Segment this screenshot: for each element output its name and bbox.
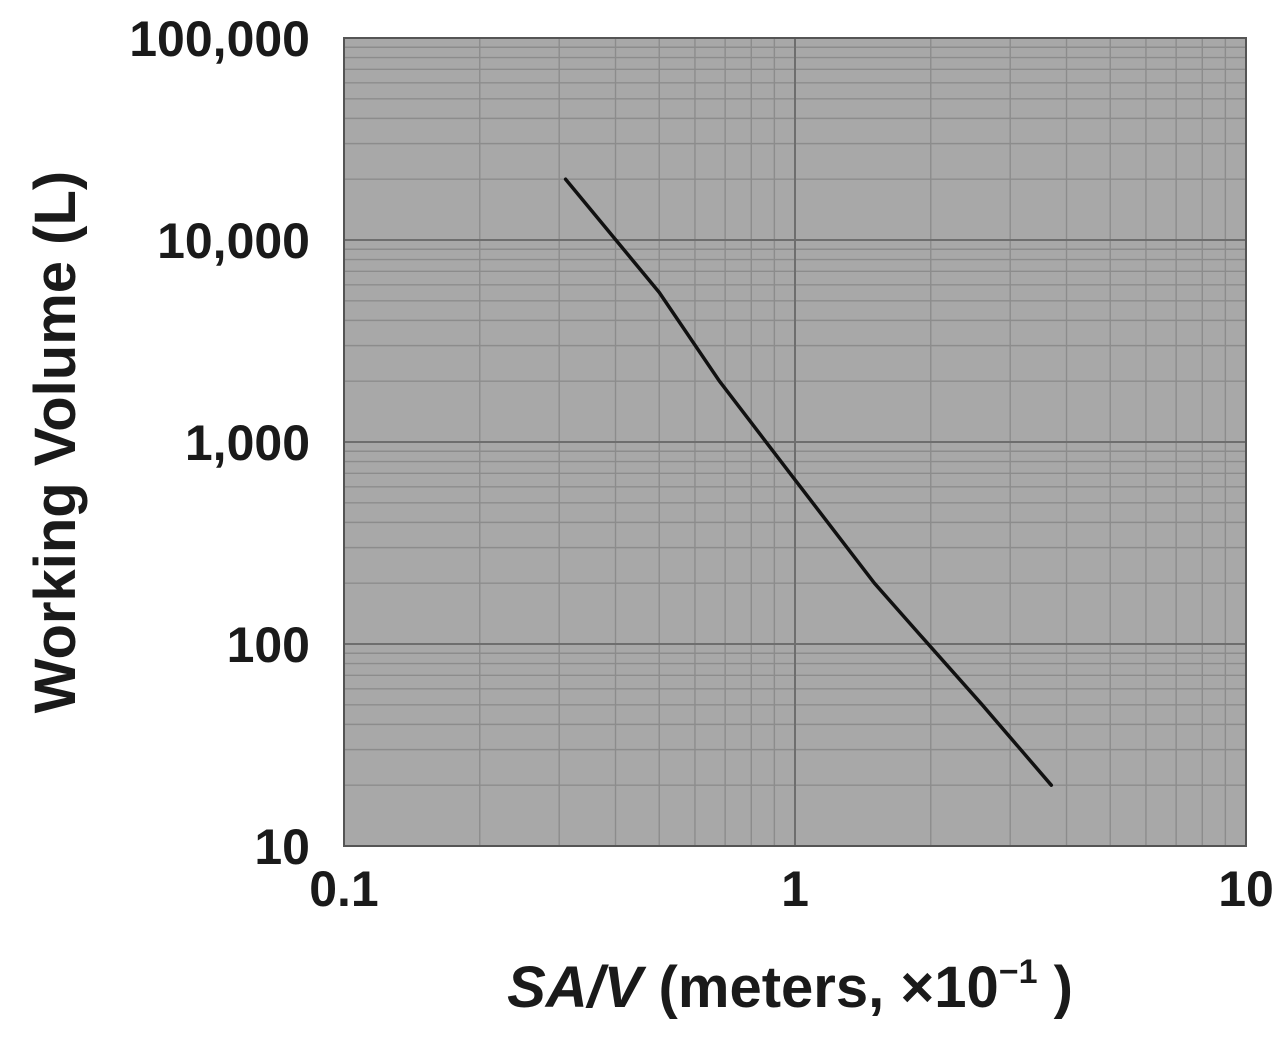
x-axis-title-close: ): [1037, 955, 1072, 1020]
series-line: [563, 177, 1054, 787]
x-tick-label: 0.1: [309, 861, 379, 917]
y-axis-title: Working Volume (L): [23, 171, 88, 713]
y-tick-label: 10,000: [157, 213, 310, 269]
x-axis-title-main: (meters, ×10: [642, 955, 998, 1020]
plot-frame: [343, 37, 1247, 847]
x-axis-title-superscript: −1: [999, 953, 1038, 991]
series-layer: [563, 177, 1054, 787]
y-tick-label: 100,000: [129, 11, 310, 67]
x-tick-labels: 0.1 1 10: [309, 861, 1274, 917]
x-axis-title: SA/V (meters, ×10−1 ): [507, 953, 1073, 1020]
x-axis-title-italic: SA/V: [507, 955, 647, 1020]
y-tick-labels: 10 100 1,000 10,000 100,000: [129, 11, 310, 875]
y-tick-label: 100: [227, 617, 310, 673]
y-tick-label: 10: [254, 819, 310, 875]
x-tick-label: 10: [1218, 861, 1274, 917]
y-tick-label: 1,000: [185, 415, 310, 471]
x-tick-label: 1: [781, 861, 809, 917]
